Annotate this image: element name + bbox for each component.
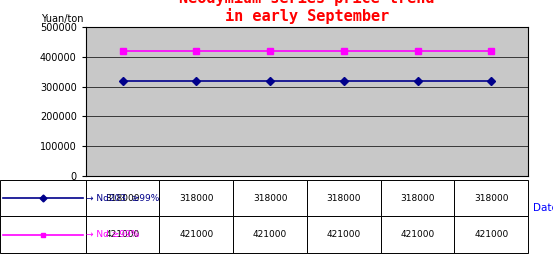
Text: 421000: 421000 xyxy=(327,230,361,239)
Bar xyxy=(233,180,307,216)
Bar xyxy=(86,180,159,216)
Bar xyxy=(159,216,233,253)
Bar xyxy=(159,180,233,216)
Text: Yuan/ton: Yuan/ton xyxy=(41,14,84,24)
Bar xyxy=(0,216,86,253)
Bar xyxy=(307,180,380,216)
Text: → Nd ≥99%: → Nd ≥99% xyxy=(86,230,139,239)
Text: Date: Date xyxy=(533,203,553,213)
Bar xyxy=(455,180,528,216)
Text: 318000: 318000 xyxy=(253,194,288,203)
Text: 421000: 421000 xyxy=(400,230,435,239)
Bar xyxy=(380,180,455,216)
Title: Neodymium series price trend
in early September: Neodymium series price trend in early Se… xyxy=(179,0,435,24)
Text: → Nd203  ≥99%: → Nd203 ≥99% xyxy=(86,194,159,203)
Bar xyxy=(307,216,380,253)
Bar xyxy=(86,216,159,253)
Bar xyxy=(233,216,307,253)
Bar xyxy=(455,216,528,253)
Text: 318000: 318000 xyxy=(326,194,361,203)
Text: 318000: 318000 xyxy=(179,194,213,203)
Text: 421000: 421000 xyxy=(179,230,213,239)
Text: 421000: 421000 xyxy=(253,230,287,239)
Text: 318000: 318000 xyxy=(105,194,140,203)
Bar xyxy=(380,216,455,253)
Text: 318000: 318000 xyxy=(474,194,509,203)
Text: 421000: 421000 xyxy=(474,230,508,239)
Text: 421000: 421000 xyxy=(106,230,140,239)
Text: 318000: 318000 xyxy=(400,194,435,203)
Bar xyxy=(0,180,86,216)
